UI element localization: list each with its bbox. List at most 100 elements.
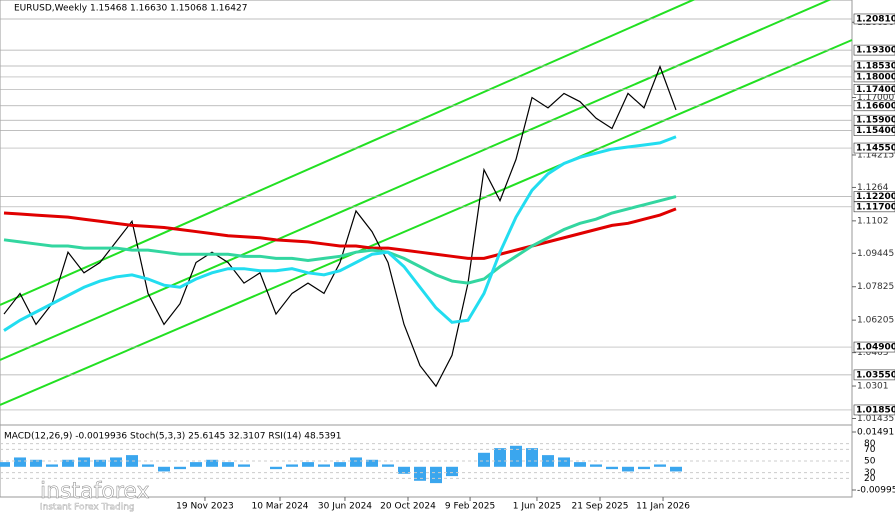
macd-bar xyxy=(46,464,58,467)
macd-bar xyxy=(670,466,682,472)
y-tick-label: 1.1102 xyxy=(857,216,889,226)
level-box xyxy=(853,125,895,136)
level-box xyxy=(853,13,895,25)
stoch-tick-label: 80 xyxy=(864,439,876,449)
level-label: 1.04900 xyxy=(856,343,895,353)
level-box xyxy=(853,100,895,112)
level-label: 1.17400 xyxy=(856,85,895,95)
x-tick-label: 11 Jan 2026 xyxy=(636,502,690,512)
level-box xyxy=(853,142,895,154)
macd-bar xyxy=(558,457,570,467)
level-label: 1.15400 xyxy=(856,126,895,136)
macd-bar xyxy=(654,464,666,467)
level-label: 1.20810 xyxy=(856,14,895,24)
indicator-label: MACD(12,26,9) -0.0019936 Stoch(5,3,3) 25… xyxy=(4,432,342,442)
macd-bar xyxy=(334,462,346,467)
macd-bar xyxy=(0,462,10,467)
macd-bar xyxy=(302,462,314,467)
level-box xyxy=(853,191,895,202)
macd-bar xyxy=(590,464,602,467)
macd-bar xyxy=(110,457,122,467)
macd-bar xyxy=(398,466,410,474)
support-line xyxy=(0,39,853,406)
level-box xyxy=(853,83,895,95)
macd-bar xyxy=(286,464,298,467)
x-tick-label: 21 Sep 2025 xyxy=(571,502,628,512)
x-tick-label: 1 Jun 2025 xyxy=(513,502,561,512)
macd-bar xyxy=(158,466,170,472)
level-box xyxy=(853,341,895,353)
y-tick-label: 1.0301 xyxy=(857,382,889,392)
macd-bar xyxy=(30,459,42,467)
macd-bar xyxy=(62,459,74,467)
level-label: 1.03550 xyxy=(856,370,895,380)
macd-bar xyxy=(222,462,234,467)
x-tick-label: 19 Nov 2023 xyxy=(176,502,234,512)
macd-bar xyxy=(366,459,378,467)
y-tick-label: 1.07825 xyxy=(857,282,894,292)
y-tick-label: 1.17000 xyxy=(857,93,894,103)
level-box xyxy=(853,60,895,72)
macd-bar xyxy=(638,466,650,470)
y-tick-label: 1.14215 xyxy=(857,150,894,160)
macd-bar xyxy=(414,466,426,481)
level-box xyxy=(853,404,895,416)
x-tick-label: 30 Jun 2024 xyxy=(318,502,372,512)
stoch-tick-label: 50 xyxy=(864,457,876,467)
series-line xyxy=(3,64,677,388)
level-label: 1.12200 xyxy=(856,192,895,202)
macd-bar xyxy=(14,457,26,467)
logo: instaforex xyxy=(40,479,150,504)
series-line xyxy=(3,195,677,285)
logo-tagline: Instant Forex Trading xyxy=(40,503,135,513)
macd-bar xyxy=(78,457,90,467)
macd-bar xyxy=(382,464,394,467)
y-tick-label: 1.0463 xyxy=(857,348,889,358)
macd-bar xyxy=(526,448,538,467)
y-tick-label: 1.09445 xyxy=(857,249,894,259)
macd-bar xyxy=(430,466,442,484)
y-tick-label: 1.1264 xyxy=(857,183,889,193)
stoch-tick-label: 30 xyxy=(864,468,876,478)
macd-bar xyxy=(142,464,154,467)
macd-bar xyxy=(174,466,186,470)
macd-bar xyxy=(206,459,218,467)
stoch-tick-label: 70 xyxy=(864,445,876,455)
macd-bar xyxy=(190,462,202,467)
level-label: 1.18000 xyxy=(856,72,895,82)
macd-bar xyxy=(94,459,106,467)
level-label: 1.15900 xyxy=(856,116,895,126)
channel-lower xyxy=(0,0,832,361)
macd-bar xyxy=(238,464,250,467)
macd-bar xyxy=(318,464,330,467)
level-box xyxy=(853,201,895,213)
macd-bar xyxy=(478,452,490,467)
level-label: 1.14550 xyxy=(856,144,895,154)
level-label: 1.16600 xyxy=(856,101,895,111)
y-tick-label: 1.01435 xyxy=(857,414,894,424)
macd-bar xyxy=(574,462,586,467)
level-label: 1.18530 xyxy=(856,61,895,71)
macd-bar xyxy=(446,466,458,477)
stoch-tick-label: 20 xyxy=(864,474,876,484)
series-line xyxy=(3,207,677,260)
macd-bar xyxy=(606,466,618,470)
header-title: EURUSD,Weekly 1.15468 1.16630 1.15068 1.… xyxy=(14,4,247,14)
y-tick-label: 1.06205 xyxy=(857,316,894,326)
macd-bar xyxy=(510,445,522,467)
plot-frame xyxy=(0,0,853,498)
macd-bar xyxy=(350,457,362,467)
y-tick-label: -0.009951 xyxy=(857,486,895,496)
level-label: 1.01850 xyxy=(856,405,895,415)
level-box xyxy=(853,71,895,83)
level-box xyxy=(853,114,895,126)
macd-bar xyxy=(622,466,634,472)
series-line xyxy=(3,135,677,332)
x-tick-label: 9 Feb 2025 xyxy=(445,502,495,512)
macd-bar xyxy=(270,466,282,470)
x-tick-label: 10 Mar 2024 xyxy=(251,502,308,512)
level-box xyxy=(853,369,895,381)
x-tick-label: 20 Oct 2024 xyxy=(380,502,436,512)
level-label: 1.19300 xyxy=(856,46,895,56)
